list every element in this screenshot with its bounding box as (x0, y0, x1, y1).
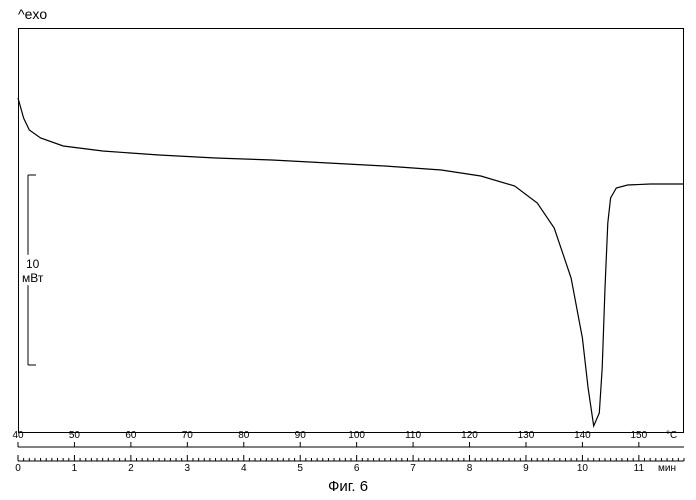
degc-tick-label: 100 (345, 430, 369, 441)
degc-tick-label: 90 (288, 430, 312, 441)
min-tick-label: 7 (403, 463, 423, 474)
degc-tick-label: 60 (119, 430, 143, 441)
min-tick-label: 1 (64, 463, 84, 474)
min-tick-label: 6 (347, 463, 367, 474)
chart-container: ^exo 10 мВт 4050607080901001101201301401… (0, 0, 696, 500)
min-tick-label: 9 (516, 463, 536, 474)
min-tick-label: 0 (8, 463, 28, 474)
min-tick-label: 3 (177, 463, 197, 474)
figure-caption: Фиг. 6 (0, 478, 696, 495)
min-tick-label: 4 (234, 463, 254, 474)
min-tick-label: 11 (629, 463, 649, 474)
degc-tick-label: 40 (6, 430, 30, 441)
degc-tick-label: 130 (514, 430, 538, 441)
x-axes (0, 0, 696, 500)
degc-tick-label: 110 (401, 430, 425, 441)
degc-tick-label: 70 (175, 430, 199, 441)
min-tick-label: 2 (121, 463, 141, 474)
min-tick-label: 10 (572, 463, 592, 474)
min-tick-label: 8 (460, 463, 480, 474)
degc-unit-label: °С (666, 430, 677, 441)
degc-tick-label: 120 (458, 430, 482, 441)
degc-tick-label: 150 (627, 430, 651, 441)
degc-tick-label: 80 (232, 430, 256, 441)
degc-tick-label: 50 (62, 430, 86, 441)
min-tick-label: 5 (290, 463, 310, 474)
degc-tick-label: 140 (570, 430, 594, 441)
min-unit-label: мин (658, 463, 676, 474)
